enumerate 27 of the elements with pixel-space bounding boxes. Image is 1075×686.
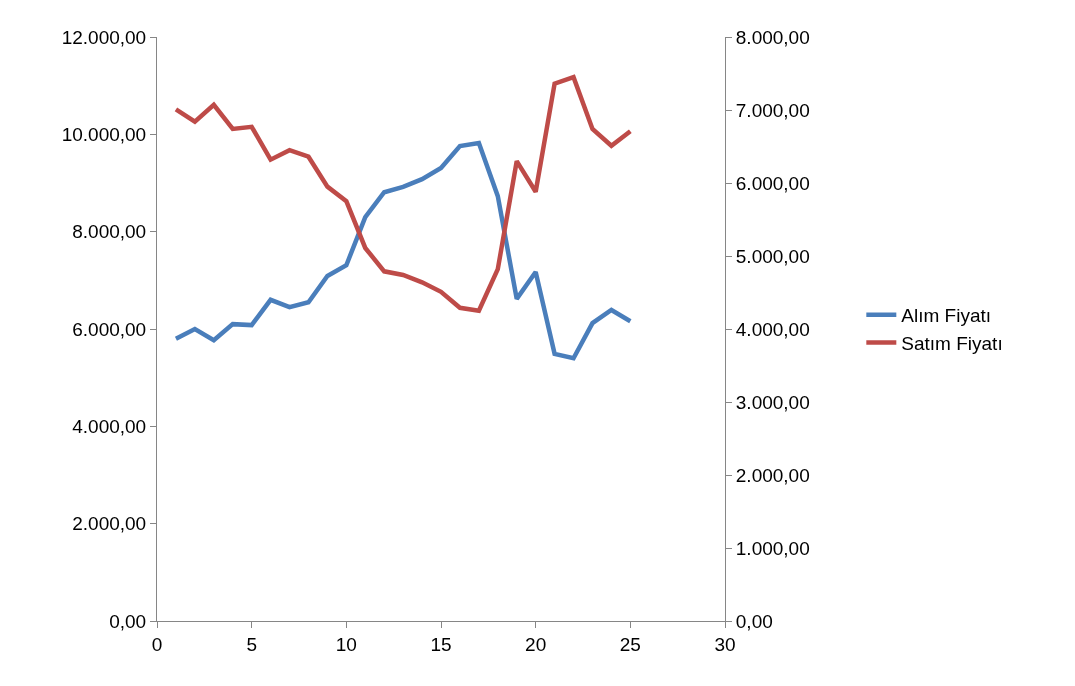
- legend-label: Alım Fiyatı: [901, 305, 992, 327]
- y2-tick-label: 0,00: [735, 610, 773, 632]
- y2-tick-label: 3.000,00: [735, 391, 810, 413]
- y-tick-label: 10.000,00: [61, 123, 147, 145]
- y2-tick-label: 4.000,00: [735, 318, 810, 340]
- x-tick-label: 15: [430, 633, 452, 655]
- legend-label: Satım Fiyatı: [901, 332, 1003, 354]
- x-tick-label: 30: [714, 633, 736, 655]
- y2-tick-label: 8.000,00: [735, 26, 810, 48]
- line-series: [173, 74, 633, 313]
- y2-tick-label: 7.000,00: [735, 99, 810, 121]
- y2-tick-label: 5.000,00: [735, 245, 810, 267]
- y2-tick-label: 6.000,00: [735, 172, 810, 194]
- y-tick-label: 12.000,00: [61, 26, 147, 48]
- x-tick-label: 5: [246, 633, 257, 655]
- y-tick-label: 2.000,00: [72, 513, 147, 535]
- x-tick-label: 0: [151, 633, 163, 655]
- line-series: [173, 140, 633, 361]
- y-tick-label: 4.000,00: [72, 415, 147, 437]
- y-tick-label: 6.000,00: [72, 318, 147, 340]
- y-tick-label: 0,00: [109, 610, 147, 632]
- y-tick-label: 8.000,00: [72, 221, 147, 243]
- x-tick-label: 25: [619, 633, 641, 655]
- x-tick-label: 10: [335, 633, 357, 655]
- y2-tick-label: 2.000,00: [735, 464, 810, 486]
- x-tick-label: 20: [525, 633, 547, 655]
- y2-tick-label: 1.000,00: [735, 537, 810, 559]
